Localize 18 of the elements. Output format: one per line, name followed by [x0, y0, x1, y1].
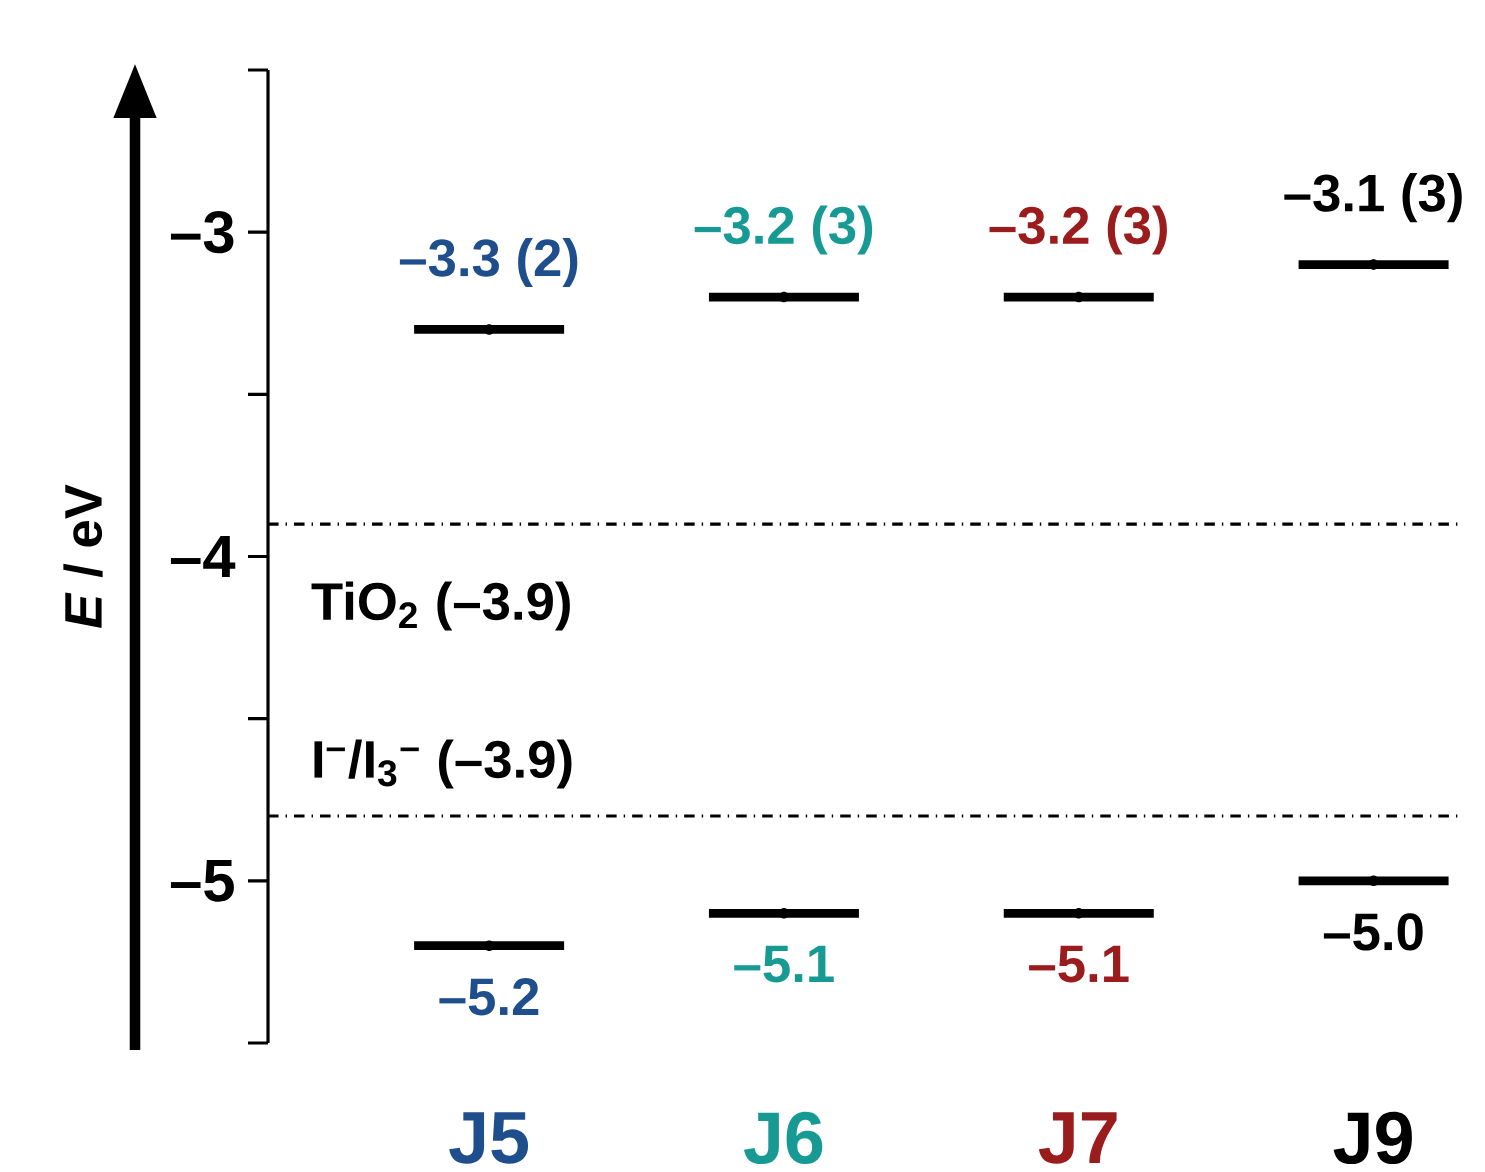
- y-tick-label: –3: [170, 210, 234, 254]
- data-label: –5.1: [734, 945, 834, 983]
- x-tick-label: J7: [1038, 1112, 1117, 1164]
- data-label: –5.2: [439, 978, 539, 1016]
- y-axis-title: E / eV: [63, 484, 103, 629]
- data-label: –3.1 (3): [1284, 173, 1462, 223]
- ref-line-label: TiO$_{2}$ (–3.9): [311, 581, 570, 631]
- data-label: –3.3 (2): [399, 237, 578, 288]
- data-label: –5.1: [1029, 945, 1129, 983]
- y-tick-label: –5: [170, 859, 234, 902]
- data-label: –3.2 (3): [694, 205, 873, 255]
- x-tick-label: J5: [449, 1112, 529, 1164]
- ref-line-label: I$^{–}$/I$_{3}$$^{–}$ (–3.9): [314, 739, 572, 789]
- data-label: –3.2 (3): [989, 205, 1167, 255]
- x-tick-label: J9: [1333, 1111, 1412, 1165]
- x-tick-label: J6: [744, 1111, 823, 1165]
- y-tick-label: –4: [170, 535, 236, 578]
- data-label: –5.0: [1323, 913, 1423, 951]
